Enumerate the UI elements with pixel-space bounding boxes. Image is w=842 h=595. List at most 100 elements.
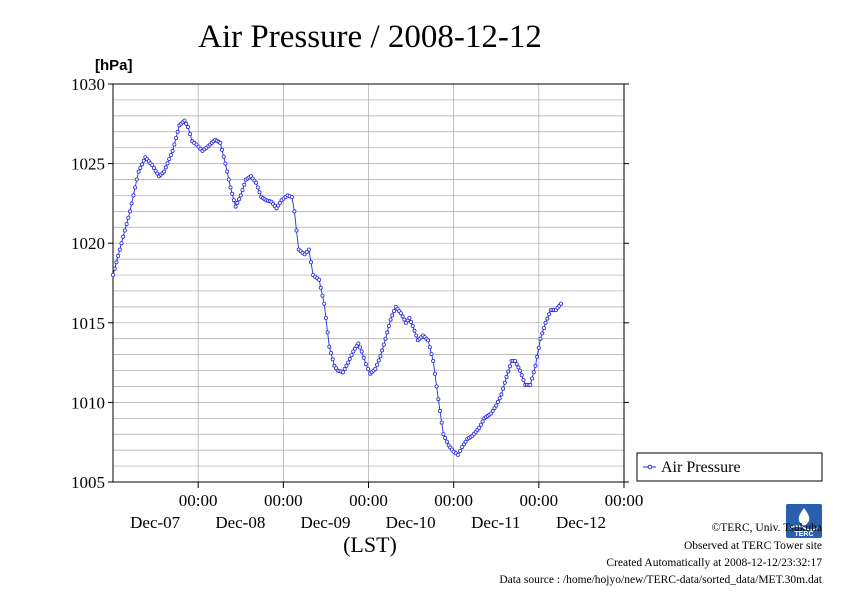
data-point: [506, 369, 511, 374]
data-point: [228, 185, 233, 190]
data-point: [409, 319, 414, 324]
legend-box: [636, 452, 823, 482]
data-point: [412, 328, 417, 333]
terc-logo-text: TERC: [794, 531, 813, 538]
data-point: [141, 158, 146, 163]
data-point: [306, 247, 311, 252]
data-point: [477, 425, 482, 430]
data-point: [131, 193, 136, 198]
data-point: [327, 344, 332, 349]
data-point: [126, 215, 131, 220]
data-point: [182, 118, 187, 123]
data-point: [150, 163, 155, 168]
data-point: [363, 362, 368, 367]
data-point: [514, 362, 519, 367]
data-point: [308, 260, 313, 265]
data-point: [437, 408, 442, 413]
data-point: [168, 152, 173, 157]
data-point: [342, 366, 347, 371]
credit-source: Data source : /home/hojyo/new/TERC-data/…: [499, 574, 822, 586]
y-tick-label: 1020: [71, 234, 105, 253]
data-point: [277, 200, 282, 205]
data-point: [325, 330, 330, 335]
data-point: [431, 358, 436, 363]
credit-observed: Observed at TERC Tower site: [684, 540, 822, 552]
data-point: [497, 396, 502, 401]
data-point: [346, 360, 351, 365]
grid-layer: [113, 83, 625, 483]
data-point: [151, 165, 156, 170]
data-point: [559, 301, 564, 306]
data-point: [519, 373, 524, 378]
x-tick-time-label: 00:00: [519, 491, 558, 510]
data-point: [231, 198, 236, 203]
data-point: [175, 129, 180, 134]
x-axis-ticks: 00:00 Dec-07 00:00 Dec-08 00:00 Dec-09 00:00 De…: [130, 482, 643, 532]
data-point: [530, 376, 535, 381]
data-point: [240, 188, 245, 193]
data-point: [366, 366, 371, 371]
data-point: [386, 323, 391, 328]
data-point: [540, 331, 545, 336]
x-tick-time-label: 00:00: [605, 491, 644, 510]
data-point: [304, 249, 309, 254]
y-axis-unit-label: [hPa]: [95, 57, 133, 74]
data-point: [219, 147, 224, 152]
data-point: [390, 313, 395, 318]
data-point: [455, 452, 460, 457]
y-tick-label: 1030: [71, 75, 105, 94]
y-tick-label: 1005: [71, 473, 105, 492]
x-tick-time-label: 00:00: [264, 491, 303, 510]
terc-logo: TERC: [786, 504, 822, 538]
data-point: [492, 406, 497, 411]
data-point: [121, 234, 126, 239]
data-point: [507, 364, 512, 369]
data-point: [356, 341, 361, 346]
data-point: [320, 293, 325, 298]
data-point: [528, 382, 533, 387]
data-point: [317, 277, 322, 282]
data-point: [136, 169, 141, 174]
x-tick-date-label: Dec-08: [215, 513, 265, 532]
data-point: [388, 317, 393, 322]
data-point: [432, 371, 437, 376]
credit-created: Created Automatically at 2008-12-12/23:3…: [606, 557, 822, 569]
x-tick-time-label: 00:00: [349, 491, 388, 510]
data-point: [516, 365, 521, 370]
data-point: [185, 125, 190, 130]
x-tick-date-label: Dec-11: [471, 513, 520, 532]
data-point: [254, 180, 259, 185]
data-point: [378, 354, 383, 359]
data-point: [381, 342, 386, 347]
data-point: [436, 397, 441, 402]
data-point: [114, 260, 119, 265]
data-point: [225, 169, 230, 174]
data-point: [352, 346, 357, 351]
data-point: [536, 345, 541, 350]
series-layer: [111, 118, 564, 457]
data-point: [426, 338, 431, 343]
data-point: [429, 352, 434, 357]
data-point: [322, 301, 327, 306]
data-point: [513, 358, 518, 363]
data-point: [439, 420, 444, 425]
y-tick-label: 1010: [71, 393, 105, 412]
series-line: [112, 119, 562, 456]
data-point: [357, 345, 362, 350]
data-point: [223, 161, 228, 166]
data-point: [351, 349, 356, 354]
y-tick-label: 1015: [71, 314, 105, 333]
data-point: [236, 197, 241, 202]
data-point: [124, 222, 129, 227]
data-point: [347, 356, 352, 361]
data-point: [541, 326, 546, 331]
data-point: [294, 228, 299, 233]
data-point: [531, 370, 536, 375]
data-point: [547, 312, 552, 317]
x-tick-date-label: Dec-07: [130, 513, 181, 532]
data-point: [374, 362, 379, 367]
data-point: [490, 408, 495, 413]
data-point: [359, 349, 364, 354]
data-point: [504, 374, 509, 379]
data-point: [376, 358, 381, 363]
